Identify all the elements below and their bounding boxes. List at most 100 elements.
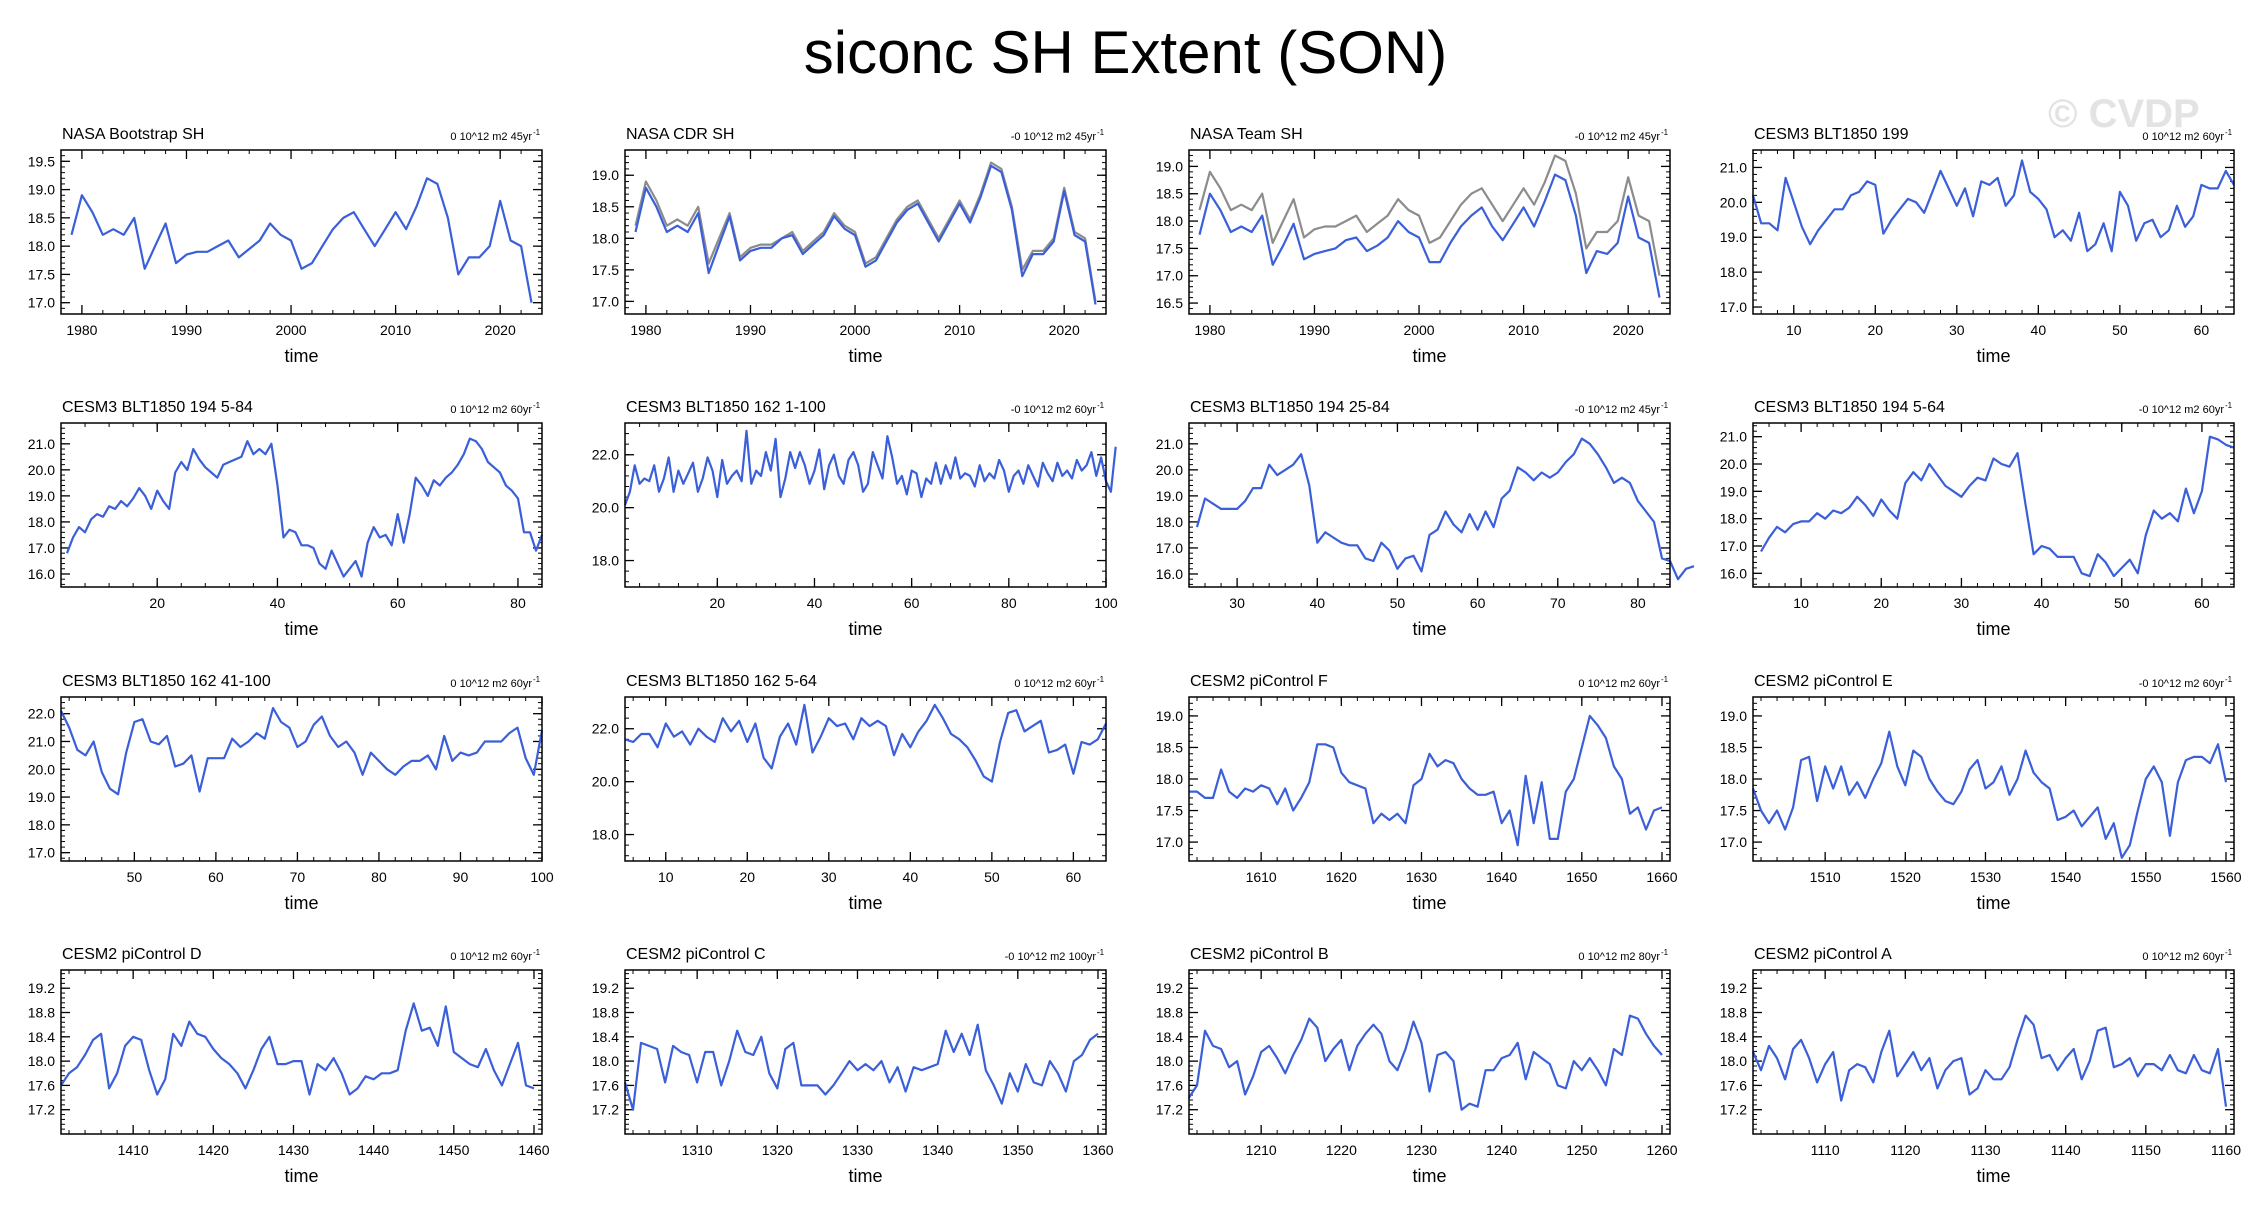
y-tick-label: 17.5 bbox=[1156, 803, 1183, 819]
y-tick-label: 17.0 bbox=[1156, 268, 1183, 284]
x-tick-label: 30 bbox=[821, 869, 837, 885]
y-tick-label: 18.5 bbox=[592, 199, 619, 215]
trend-exponent: -1 bbox=[1661, 675, 1669, 684]
y-tick-label: 18.5 bbox=[28, 210, 55, 226]
trend-exponent: -1 bbox=[2225, 128, 2233, 137]
y-tick-label: 18.0 bbox=[28, 238, 55, 254]
trend-label: 0 10^12 m2 60yr bbox=[2142, 131, 2224, 143]
trend-exponent: -1 bbox=[2225, 401, 2233, 410]
y-tick-label: 18.0 bbox=[1156, 771, 1183, 787]
series-line bbox=[70, 177, 533, 303]
trend-label: -0 10^12 m2 45yr bbox=[1575, 131, 1661, 143]
x-axis-label: time bbox=[1976, 619, 2010, 639]
plot-frame bbox=[624, 149, 1107, 315]
trend-label: 0 10^12 m2 60yr bbox=[1578, 678, 1660, 690]
plot-frame bbox=[1752, 696, 2235, 862]
y-tick-label: 18.5 bbox=[1720, 739, 1747, 755]
y-tick-label: 18.0 bbox=[592, 553, 619, 569]
x-axis-label: time bbox=[848, 1166, 882, 1186]
x-tick-label: 90 bbox=[453, 869, 469, 885]
x-tick-label: 40 bbox=[1309, 595, 1325, 611]
y-tick-label: 17.5 bbox=[1156, 240, 1183, 256]
y-tick-label: 17.0 bbox=[1720, 299, 1747, 315]
panel-4: CESM3 BLT1850 199 0 10^12 m2 60yr -1 10 20 30… bbox=[1720, 126, 2235, 366]
x-tick-label: 1360 bbox=[1082, 1142, 1113, 1158]
y-tick-label: 18.8 bbox=[1720, 1005, 1747, 1021]
y-tick-label: 18.5 bbox=[1156, 739, 1183, 755]
panel-title: CESM2 piControl A bbox=[1754, 946, 1892, 963]
x-tick-label: 1980 bbox=[1194, 322, 1225, 338]
plot-frame bbox=[1188, 422, 1671, 588]
y-tick-label: 18.5 bbox=[1156, 186, 1183, 202]
panel-title: CESM3 BLT1850 199 bbox=[1754, 126, 1909, 143]
series-line bbox=[1195, 437, 1695, 581]
x-tick-label: 1530 bbox=[1970, 869, 2001, 885]
y-tick-label: 17.6 bbox=[1720, 1077, 1747, 1093]
panel-8: CESM3 BLT1850 194 5-64 -0 10^12 m2 60yr -1… bbox=[1720, 399, 2235, 639]
y-tick-label: 17.0 bbox=[28, 540, 55, 556]
x-tick-label: 1620 bbox=[1326, 869, 1357, 885]
x-axis-label: time bbox=[1412, 619, 1446, 639]
x-tick-label: 1130 bbox=[1970, 1142, 2000, 1158]
y-tick-label: 19.5 bbox=[28, 153, 55, 169]
trend-exponent: -1 bbox=[1097, 401, 1105, 410]
x-tick-label: 2010 bbox=[944, 322, 975, 338]
x-tick-label: 20 bbox=[1867, 322, 1883, 338]
y-tick-label: 18.8 bbox=[1156, 1005, 1183, 1021]
x-tick-label: 20 bbox=[149, 595, 165, 611]
y-tick-label: 22.0 bbox=[592, 721, 619, 737]
x-tick-label: 1210 bbox=[1246, 1142, 1277, 1158]
plot-frame bbox=[1188, 696, 1671, 862]
x-tick-label: 50 bbox=[127, 869, 143, 885]
x-tick-label: 1230 bbox=[1406, 1142, 1437, 1158]
panel-2: NASA CDR SH -0 10^12 m2 45yr -1 1980 1990 200… bbox=[592, 126, 1107, 366]
plot-frame bbox=[60, 969, 543, 1135]
x-tick-label: 1980 bbox=[66, 322, 97, 338]
x-tick-label: 1220 bbox=[1326, 1142, 1357, 1158]
y-tick-label: 17.6 bbox=[28, 1077, 55, 1093]
x-tick-label: 80 bbox=[1630, 595, 1646, 611]
panel-title: CESM2 piControl F bbox=[1190, 673, 1328, 690]
reference-series-line bbox=[1198, 154, 1661, 276]
x-tick-label: 1330 bbox=[842, 1142, 873, 1158]
trend-exponent: -1 bbox=[533, 675, 541, 684]
x-tick-label: 1150 bbox=[2131, 1142, 2161, 1158]
y-tick-label: 18.0 bbox=[1720, 771, 1747, 787]
x-tick-label: 1650 bbox=[1566, 869, 1597, 885]
x-tick-label: 1450 bbox=[438, 1142, 469, 1158]
series-line bbox=[1760, 435, 2235, 578]
reference-series-line bbox=[634, 161, 1097, 302]
x-tick-label: 60 bbox=[1470, 595, 1486, 611]
panel-title: CESM3 BLT1850 194 25-84 bbox=[1190, 399, 1390, 416]
y-tick-label: 18.0 bbox=[28, 817, 55, 833]
y-tick-label: 18.4 bbox=[1156, 1029, 1183, 1045]
trend-exponent: -1 bbox=[1661, 128, 1669, 137]
y-tick-label: 20.0 bbox=[1156, 462, 1183, 478]
x-tick-label: 100 bbox=[530, 869, 554, 885]
y-tick-label: 19.2 bbox=[28, 980, 55, 996]
trend-exponent: -1 bbox=[1661, 948, 1669, 957]
trend-exponent: -1 bbox=[1097, 948, 1105, 957]
series-line bbox=[65, 437, 544, 578]
trend-label: -0 10^12 m2 60yr bbox=[1011, 404, 1097, 416]
panel-7: CESM3 BLT1850 194 25-84 -0 10^12 m2 45yr -… bbox=[1156, 399, 1695, 639]
y-tick-label: 17.0 bbox=[1156, 540, 1183, 556]
panel-title: CESM3 BLT1850 162 5-64 bbox=[626, 673, 817, 690]
x-tick-label: 1610 bbox=[1246, 869, 1277, 885]
panel-14: CESM2 piControl C -0 10^12 m2 100yr -1 1310… bbox=[592, 946, 1114, 1186]
y-tick-label: 20.0 bbox=[592, 774, 619, 790]
panel-10: CESM3 BLT1850 162 5-64 0 10^12 m2 60yr -1 1… bbox=[592, 673, 1107, 913]
trend-label: 0 10^12 m2 60yr bbox=[450, 951, 532, 963]
y-tick-label: 16.5 bbox=[1156, 295, 1183, 311]
series-line bbox=[1751, 730, 2228, 859]
x-tick-label: 1350 bbox=[1002, 1142, 1033, 1158]
y-tick-label: 18.0 bbox=[1720, 511, 1747, 527]
y-tick-label: 18.4 bbox=[28, 1029, 55, 1045]
plot-frame bbox=[60, 696, 543, 862]
trend-exponent: -1 bbox=[533, 948, 541, 957]
panel-title: CESM3 BLT1850 162 41-100 bbox=[62, 673, 271, 690]
panel-title: CESM2 piControl E bbox=[1754, 673, 1893, 690]
y-tick-label: 18.0 bbox=[592, 230, 619, 246]
trend-label: -0 10^12 m2 45yr bbox=[1575, 404, 1661, 416]
